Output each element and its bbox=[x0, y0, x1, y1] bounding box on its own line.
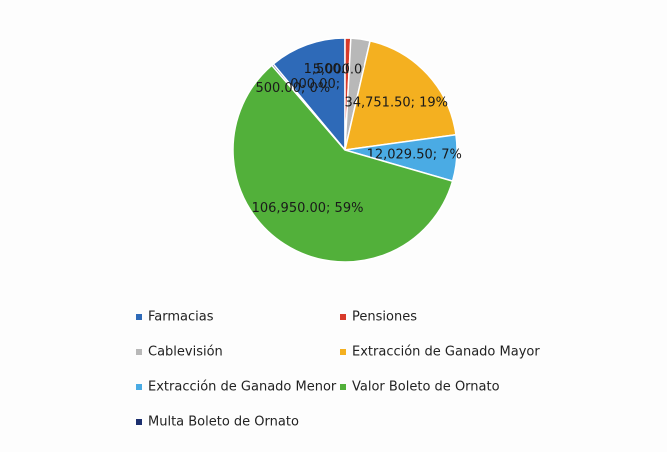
legend-label: Extracción de Ganado Menor bbox=[148, 380, 337, 395]
legend-swatch bbox=[136, 349, 142, 355]
legend-swatch bbox=[340, 384, 346, 390]
pie-slice bbox=[344, 39, 457, 151]
legend-label: Extracción de Ganado Mayor bbox=[352, 345, 540, 360]
data-label: 106,950.00; 59% bbox=[252, 201, 364, 216]
legend-label: Multa Boleto de Ornato bbox=[148, 415, 299, 430]
legend-label: Farmacias bbox=[148, 310, 214, 325]
legend-label: Cablevisión bbox=[148, 345, 223, 360]
data-label: 500.00; 0% bbox=[255, 81, 330, 96]
legend-swatch bbox=[136, 419, 142, 425]
pie-slice bbox=[270, 62, 346, 151]
legend-label: Valor Boleto de Ornato bbox=[352, 380, 500, 395]
legend-swatch bbox=[340, 314, 346, 320]
legend-swatch bbox=[340, 349, 346, 355]
data-label: 34,751.50; 19% bbox=[344, 96, 448, 111]
legend-swatch bbox=[136, 314, 142, 320]
pie-slice bbox=[272, 37, 346, 153]
pie-slice bbox=[232, 64, 454, 263]
data-label: 12,029.50; 7% bbox=[367, 148, 462, 163]
legend-label: Pensiones bbox=[352, 310, 417, 325]
legend-swatch bbox=[136, 384, 142, 390]
